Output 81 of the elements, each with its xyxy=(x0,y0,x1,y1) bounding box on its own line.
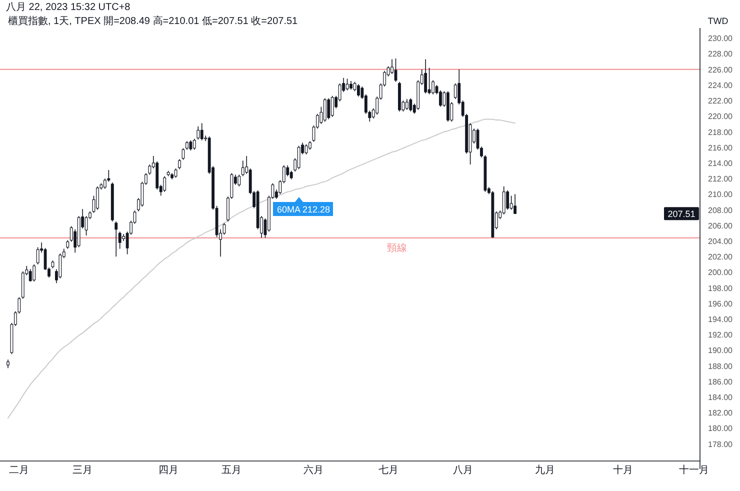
candlestick xyxy=(514,194,516,214)
x-tick-label: 四月 xyxy=(158,465,178,476)
y-tick-label: 184.00 xyxy=(708,393,734,402)
candlestick xyxy=(327,98,330,120)
chart-subtitle: 八月 22, 2023 15:32 UTC+8 xyxy=(6,2,131,13)
y-tick-label: 178.00 xyxy=(708,440,734,449)
y-tick-label: 180.00 xyxy=(708,424,734,434)
candlestick xyxy=(454,82,457,100)
candlestick xyxy=(323,98,326,122)
ref-line-label: 頸線 xyxy=(387,242,407,254)
line-series xyxy=(8,118,516,419)
y-tick-label: 194.00 xyxy=(708,315,734,324)
x-tick-label: 九月 xyxy=(534,464,555,476)
y-tick-label: 204.00 xyxy=(708,236,734,246)
candlestick xyxy=(409,98,412,112)
candlestick xyxy=(96,186,99,210)
candlestick xyxy=(238,174,241,187)
candlestick xyxy=(405,98,408,110)
candlestick xyxy=(432,80,434,95)
candlestick xyxy=(439,90,442,108)
candlestick xyxy=(189,140,192,151)
candlestick xyxy=(424,58,428,94)
candlestick xyxy=(241,160,244,177)
candlestick xyxy=(353,81,356,92)
x-tick-label: 三月 xyxy=(72,465,93,476)
x-tick-label: 十一月 xyxy=(679,464,709,476)
x-tick-label: 二月 xyxy=(9,465,30,476)
y-tick-label: 206.00 xyxy=(708,221,734,230)
x-tick-label: 六月 xyxy=(304,464,324,476)
y-tick-label: 230.00 xyxy=(708,34,734,44)
candlestick xyxy=(196,126,200,140)
candlestick xyxy=(58,253,62,279)
x-tick-label: 十月 xyxy=(613,464,634,476)
candlestick xyxy=(36,246,40,265)
candlestick xyxy=(346,78,349,91)
y-tick-label: 224.00 xyxy=(708,80,734,90)
y-tick-label: 188.00 xyxy=(708,362,734,371)
candlestick xyxy=(103,178,106,190)
y-tick-label: 190.00 xyxy=(708,346,734,356)
candlestick xyxy=(510,195,513,210)
candlestick xyxy=(28,268,32,282)
y-tick-label: 186.00 xyxy=(708,377,734,386)
y-tick-label: 228.00 xyxy=(708,50,734,59)
y-tick-label: 182.00 xyxy=(708,408,734,418)
y-tick-label: 216.00 xyxy=(708,143,734,152)
candlestick xyxy=(84,216,88,236)
annotation: 60MA 212.28 xyxy=(277,204,330,214)
candlestick xyxy=(192,138,196,150)
y-tick-label: 196.00 xyxy=(708,299,734,308)
annotation: 207.51 xyxy=(668,208,696,219)
x-tick-label: 五月 xyxy=(222,465,242,476)
candlestick xyxy=(502,186,506,215)
candlestick xyxy=(118,231,122,250)
candlestick xyxy=(114,221,118,257)
candlestick xyxy=(428,67,431,95)
candlestick xyxy=(200,122,204,141)
y-tick-label: 208.00 xyxy=(708,206,734,215)
candlestick xyxy=(297,145,300,170)
candlestick xyxy=(506,190,510,210)
candlestick xyxy=(357,84,360,98)
y-tick-label: 198.00 xyxy=(708,284,734,293)
x-tick-label: 七月 xyxy=(378,464,398,476)
candlestick xyxy=(32,264,36,282)
y-tick-label: 192.00 xyxy=(708,330,734,340)
candlestick xyxy=(178,158,181,170)
y-tick-label: 222.00 xyxy=(708,96,734,106)
candlestick xyxy=(174,168,178,178)
x-tick-label: 八月 xyxy=(452,465,473,476)
y-tick-label: 200.00 xyxy=(708,268,734,278)
y-tick-label: 202.00 xyxy=(708,252,734,262)
candlestick xyxy=(182,148,185,160)
candlestick xyxy=(163,176,166,192)
y-tick-label: 212.00 xyxy=(708,174,734,184)
y-axis-title: TWD xyxy=(708,16,729,26)
y-tick-label: 210.00 xyxy=(708,190,734,200)
candlestick xyxy=(330,95,334,118)
y-tick-label: 226.00 xyxy=(708,65,734,74)
y-tick-label: 218.00 xyxy=(708,128,734,137)
y-tick-label: 220.00 xyxy=(708,112,734,122)
chart-title: 櫃買指數, 1天, TPEX 開=208.49 高=210.01 低=207.51 收=207.51 xyxy=(8,15,298,27)
y-tick-label: 214.00 xyxy=(708,158,734,168)
